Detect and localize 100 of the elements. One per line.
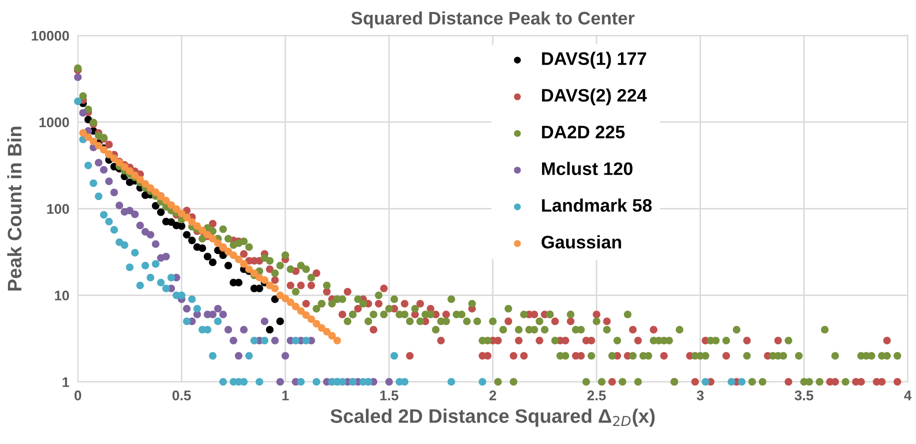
point [256,284,264,292]
point [240,260,248,268]
point [84,162,92,170]
x-tick-label: 1 [282,390,289,400]
x-tick-label: 1.5 [380,390,398,400]
y-tick-label: 10000 [32,30,69,41]
x-tick-label: 3.5 [794,390,814,400]
point [302,336,310,344]
point [84,133,92,141]
x-tick-label: 2 [489,390,496,400]
point [214,304,222,312]
point [271,336,279,344]
point [136,176,144,184]
point [105,218,113,226]
point [297,378,305,386]
point [162,196,170,204]
point [728,378,736,386]
point [478,378,486,386]
point [94,192,102,200]
point [136,222,144,230]
point [188,236,196,244]
point [79,109,87,117]
point [198,244,206,252]
y-tick-label: 100 [47,204,69,214]
point [214,239,222,247]
point [126,264,134,272]
point [219,378,227,386]
x-axis-title: Scaled 2D Distance Squared Δ$_{2D}$(x) [330,408,655,427]
point [146,230,154,239]
point [208,258,217,266]
point [338,378,346,386]
point [152,240,160,248]
point [230,251,238,260]
point [94,158,102,166]
point [157,208,165,216]
point [178,210,186,218]
point [323,328,331,336]
point [110,188,118,196]
y-tick-label: 1000 [40,117,69,128]
point [100,210,108,219]
point [328,332,336,340]
legend-label: Landmark 58 [542,198,652,212]
point [390,352,398,360]
x-tick-label: 3 [696,390,704,400]
point [260,276,268,284]
point [271,295,279,304]
legend-label: DA2D 225 [542,126,625,138]
point [182,304,191,312]
point [157,278,165,286]
point [167,274,176,282]
chart-title: Squared Distance Peak to Center [351,11,635,28]
point [276,378,284,386]
point [250,269,258,277]
point [162,284,170,292]
point [224,262,232,270]
point [260,336,268,344]
point [224,326,232,334]
point [702,378,710,386]
point [131,210,139,218]
legend-label: DAVS(1) 177 [542,52,646,69]
point [120,241,128,249]
point [74,97,82,106]
x-tick-label: 4 [904,390,912,400]
legend-label: Mclust 120 [542,162,632,176]
point [208,352,217,360]
legend-label: Gaussian [542,235,622,248]
point [146,184,154,192]
point [152,202,160,210]
point [234,352,242,360]
point [204,252,212,260]
point [318,324,326,332]
point [297,307,305,315]
point [448,378,456,386]
point [240,378,248,386]
point [126,206,134,214]
point [230,336,238,344]
point [307,315,316,323]
point [193,304,201,312]
y-tick-label: 10 [54,290,69,300]
point [152,188,160,196]
point [178,222,186,230]
point [271,284,279,292]
point [146,274,154,282]
point [167,201,176,209]
point [333,336,342,344]
point [110,226,118,234]
point [74,73,82,82]
point [240,326,248,334]
y-tick-label: 1 [62,377,70,387]
point [208,234,217,243]
legend-label: DAVS(2) 224 [542,88,647,106]
point [276,318,284,326]
point [182,230,191,239]
point [105,178,113,186]
point [141,180,150,188]
point [152,260,160,268]
point [214,318,222,326]
point [312,320,320,328]
point [738,378,746,386]
x-tick-label: 0 [74,390,82,400]
